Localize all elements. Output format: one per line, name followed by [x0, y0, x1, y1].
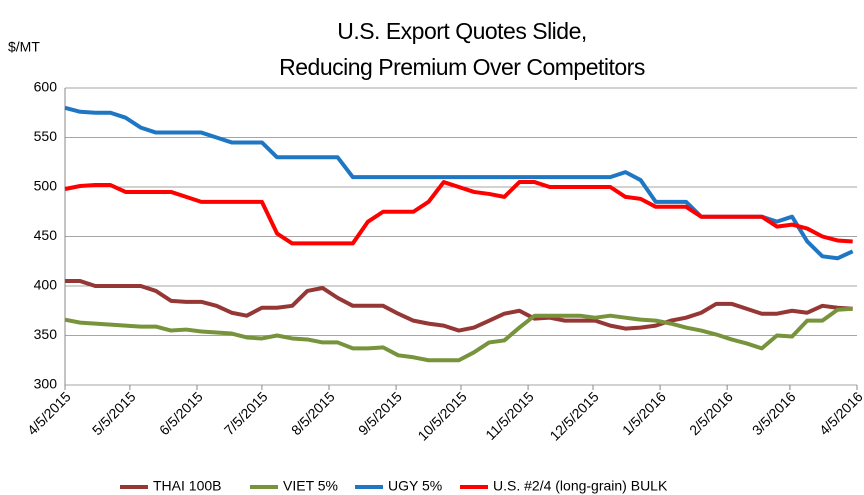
x-tick-label: 6/5/2015 — [156, 388, 206, 438]
y-tick-label: 350 — [34, 326, 58, 342]
legend-label: UGY 5% — [388, 478, 442, 494]
x-tick-label: 7/5/2015 — [221, 388, 271, 438]
x-tick-label: 12/5/2015 — [546, 388, 602, 444]
series-line — [64, 180, 853, 246]
x-tick-label: 1/5/2016 — [619, 388, 669, 438]
series-line — [64, 105, 854, 261]
x-tick-label: 11/5/2015 — [482, 388, 537, 443]
series-line — [64, 306, 853, 363]
y-tick-label: 300 — [34, 376, 58, 392]
x-tick-label: 2/5/2016 — [686, 388, 736, 438]
x-tick-label: 8/5/2015 — [288, 388, 338, 438]
x-tick-label: 5/5/2015 — [89, 388, 139, 438]
y-tick-label: 400 — [34, 277, 58, 293]
chart-subtitle: Reducing Premium Over Competitors — [279, 54, 645, 80]
x-tick-label: 9/5/2015 — [355, 388, 405, 438]
y-axis-label: $/MT — [8, 39, 40, 55]
y-tick-label: 600 — [34, 79, 58, 95]
x-tick-label: 3/5/2016 — [749, 388, 799, 438]
legend-label: U.S. #2/4 (long-grain) BULK — [493, 478, 668, 494]
y-tick-label: 450 — [34, 227, 58, 243]
series-line — [65, 279, 853, 333]
legend-label: THAI 100B — [153, 478, 221, 494]
chart-title: U.S. Export Quotes Slide, — [337, 18, 587, 44]
x-tick-label: 4/5/2015 — [24, 388, 74, 438]
x-tick-label: 4/5/2016 — [816, 388, 864, 438]
x-tick-label: 10/5/2015 — [414, 388, 470, 444]
legend-label: VIET 5% — [283, 478, 338, 494]
y-tick-label: 550 — [34, 128, 58, 144]
y-tick-label: 500 — [34, 178, 58, 194]
